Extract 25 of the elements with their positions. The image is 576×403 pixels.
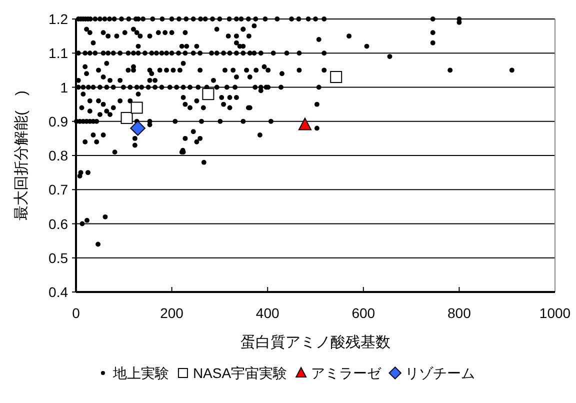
x-tick-label: 1000: [539, 305, 571, 321]
y-axis-title: 最大回折分解能( ): [13, 90, 30, 220]
point: [330, 71, 342, 84]
x-tick-label: 200: [160, 305, 184, 321]
x-tick-label: 400: [256, 305, 280, 321]
legend-label: アミラーゼ: [311, 365, 382, 381]
x-tick-label: 0: [72, 305, 80, 321]
y-tick-label: 0.6: [48, 216, 68, 232]
y-tick-label: 0.7: [48, 182, 68, 198]
point: [130, 102, 143, 114]
legend-label: NASA宇宙実験: [192, 365, 288, 381]
y-tick-label: 1: [60, 79, 68, 96]
legend-label: 地上実験: [112, 365, 169, 381]
y-tick-label: 0.4: [48, 284, 68, 300]
point: [202, 88, 214, 100]
x-axis-title: 蛋白質アミノ酸残基数: [240, 334, 390, 351]
y-tick-label: 0.9: [48, 113, 68, 130]
x-tick-label: 600: [352, 305, 376, 321]
y-tick-label: 1.1: [48, 45, 68, 62]
y-tick-label: 1.2: [48, 11, 68, 27]
y-tick-label: 0.5: [48, 250, 68, 266]
x-tick-label: 800: [448, 305, 472, 321]
y-tick-label: 0.8: [48, 148, 68, 164]
legend-label: リゾチーム: [405, 365, 476, 381]
point: [120, 112, 133, 124]
